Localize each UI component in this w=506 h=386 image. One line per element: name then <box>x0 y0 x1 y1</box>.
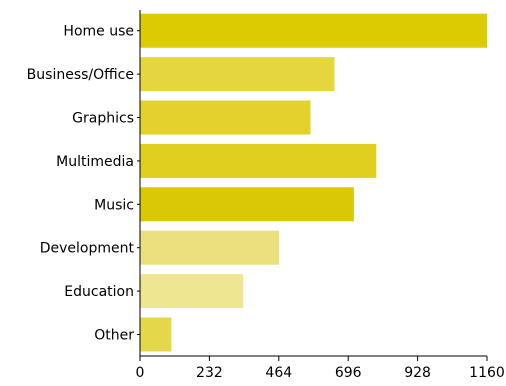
category-label: Business/Office <box>27 67 134 83</box>
bar-education <box>140 274 244 309</box>
bar-graphics <box>140 100 311 135</box>
category-label: Home use <box>63 24 134 40</box>
x-axis-tick-label: 696 <box>335 365 362 381</box>
x-axis-tick-label: 928 <box>404 365 431 381</box>
x-axis-ticks: 0 232 464 696 928 1160 <box>136 356 505 381</box>
category-label: Graphics <box>72 111 134 127</box>
bar-development <box>140 230 280 265</box>
category-label: Development <box>40 241 135 257</box>
x-axis-tick-label: 1160 <box>469 365 505 381</box>
category-label: Music <box>94 197 134 213</box>
x-axis-tick-label: 232 <box>196 365 223 381</box>
category-label: Multimedia <box>56 154 134 170</box>
category-label: Education <box>64 284 134 300</box>
bar-music <box>140 187 354 222</box>
bars-layer <box>140 13 487 352</box>
x-axis-tick-label: 0 <box>136 365 145 381</box>
bar-business-office <box>140 57 335 92</box>
bar-home-use <box>140 13 487 48</box>
category-labels: Home use Business/Office Graphics Multimedi… <box>27 24 135 344</box>
bar-other <box>140 317 172 352</box>
category-label: Other <box>94 328 134 344</box>
axes <box>137 10 487 357</box>
bar-multimedia <box>140 143 377 178</box>
x-axis-tick-label: 464 <box>265 365 292 381</box>
